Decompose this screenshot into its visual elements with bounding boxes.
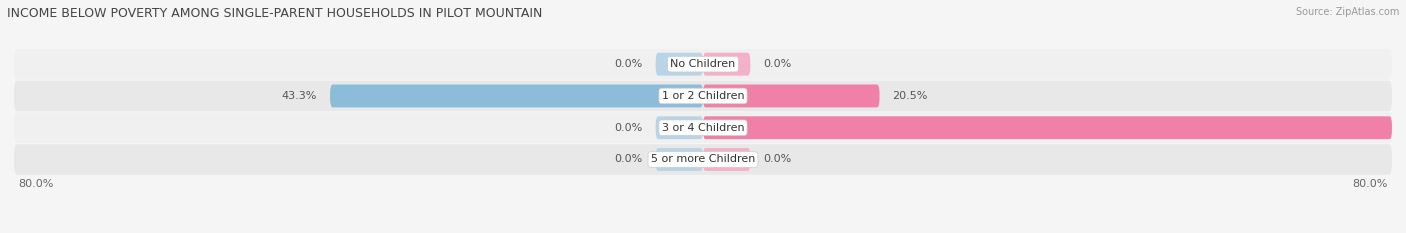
- Text: Source: ZipAtlas.com: Source: ZipAtlas.com: [1295, 7, 1399, 17]
- Text: 0.0%: 0.0%: [614, 123, 643, 133]
- Text: 80.0%: 80.0%: [18, 179, 53, 189]
- Text: 5 or more Children: 5 or more Children: [651, 154, 755, 164]
- Text: 20.5%: 20.5%: [893, 91, 928, 101]
- FancyBboxPatch shape: [703, 85, 880, 107]
- FancyBboxPatch shape: [14, 113, 1392, 143]
- Text: 3 or 4 Children: 3 or 4 Children: [662, 123, 744, 133]
- FancyBboxPatch shape: [655, 53, 703, 76]
- FancyBboxPatch shape: [14, 81, 1392, 111]
- FancyBboxPatch shape: [330, 85, 703, 107]
- Text: 0.0%: 0.0%: [614, 154, 643, 164]
- Text: 80.0%: 80.0%: [1353, 179, 1388, 189]
- FancyBboxPatch shape: [703, 53, 751, 76]
- Legend: Single Father, Single Mother: Single Father, Single Mother: [598, 230, 808, 233]
- Text: No Children: No Children: [671, 59, 735, 69]
- Text: 0.0%: 0.0%: [763, 154, 792, 164]
- FancyBboxPatch shape: [703, 148, 751, 171]
- Text: 0.0%: 0.0%: [614, 59, 643, 69]
- FancyBboxPatch shape: [655, 148, 703, 171]
- FancyBboxPatch shape: [14, 144, 1392, 175]
- FancyBboxPatch shape: [14, 49, 1392, 79]
- FancyBboxPatch shape: [655, 116, 703, 139]
- Text: 1 or 2 Children: 1 or 2 Children: [662, 91, 744, 101]
- Text: 0.0%: 0.0%: [763, 59, 792, 69]
- Text: INCOME BELOW POVERTY AMONG SINGLE-PARENT HOUSEHOLDS IN PILOT MOUNTAIN: INCOME BELOW POVERTY AMONG SINGLE-PARENT…: [7, 7, 543, 20]
- FancyBboxPatch shape: [703, 116, 1392, 139]
- Text: 43.3%: 43.3%: [281, 91, 318, 101]
